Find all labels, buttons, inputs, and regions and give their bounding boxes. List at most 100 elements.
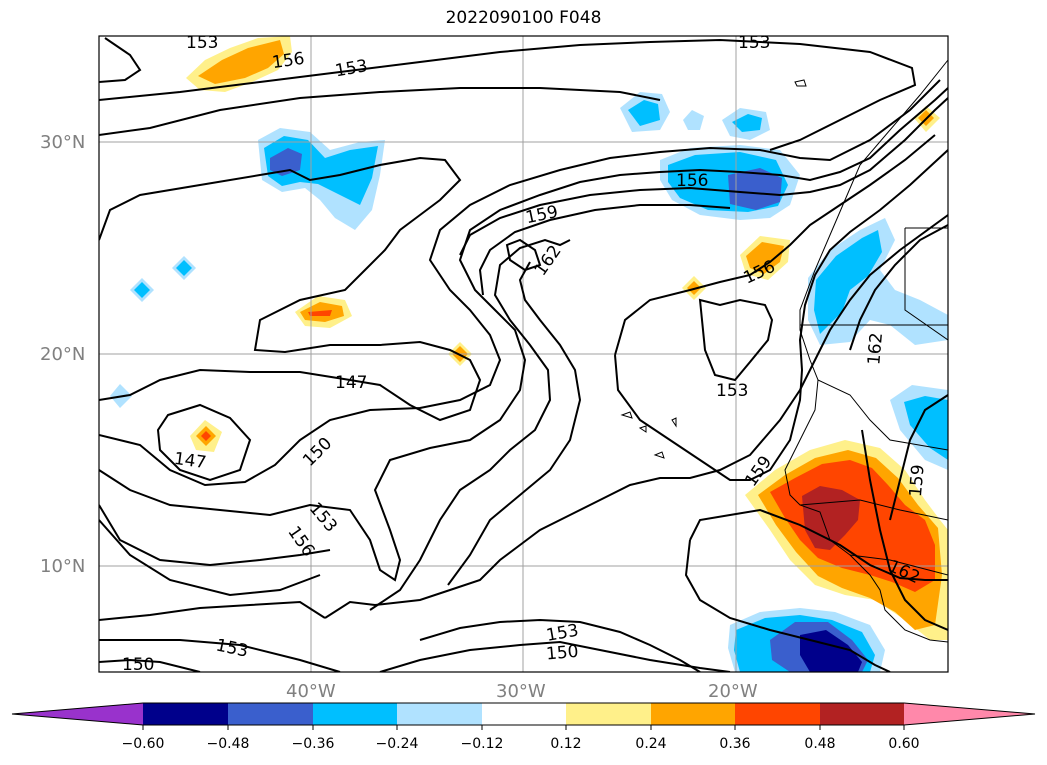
contour-line bbox=[156, 403, 252, 482]
map-frame bbox=[98, 35, 949, 673]
contour-line bbox=[99, 87, 948, 582]
canary-islands bbox=[794, 79, 807, 87]
colorbar-segment bbox=[143, 703, 228, 725]
negative-anomaly-area bbox=[904, 396, 948, 460]
gridlines bbox=[99, 36, 948, 672]
contour-label: 150 bbox=[299, 434, 336, 471]
country-border bbox=[849, 554, 948, 576]
contour-line bbox=[99, 658, 201, 672]
contour-label: 147 bbox=[173, 449, 208, 473]
contour-line bbox=[614, 149, 948, 481]
negative-anomaly-area bbox=[808, 218, 948, 345]
contour-line bbox=[99, 87, 661, 136]
contour-line bbox=[324, 214, 948, 619]
contour-line bbox=[379, 640, 731, 672]
colorbar-extend-high bbox=[904, 703, 1035, 725]
positive-anomaly-area bbox=[198, 40, 284, 84]
colorbar-segment bbox=[482, 703, 566, 725]
contour-line bbox=[698, 298, 774, 382]
colorbar-segment bbox=[735, 703, 820, 725]
cape-verde-islands bbox=[620, 411, 677, 459]
contour-line bbox=[99, 79, 941, 487]
negative-anomaly-area bbox=[134, 282, 150, 298]
negative-anomaly-area bbox=[628, 100, 660, 126]
contour-line bbox=[99, 639, 341, 672]
contour-line bbox=[689, 508, 948, 581]
negative-anomaly-area bbox=[176, 260, 192, 276]
colorbar-tick-label: −0.48 bbox=[207, 736, 250, 752]
contour-line bbox=[99, 519, 321, 597]
shaded-field bbox=[110, 36, 948, 672]
negative-anomaly-area bbox=[728, 168, 782, 210]
negative-anomaly-area bbox=[683, 110, 704, 130]
colorbar-segment bbox=[820, 703, 904, 725]
contour-label: 153 bbox=[214, 635, 250, 661]
colorbar-segment bbox=[651, 703, 735, 725]
contour-line bbox=[99, 156, 482, 422]
colorbar-tick-label: 0.12 bbox=[550, 736, 581, 752]
contour-line bbox=[447, 261, 582, 586]
contour-label: 156 bbox=[271, 49, 306, 73]
negative-anomaly-area bbox=[270, 148, 302, 176]
contour-label: 153 bbox=[716, 381, 748, 401]
contour-line bbox=[849, 224, 948, 351]
contour-line bbox=[369, 238, 571, 611]
colorbar-tick-label: 0.48 bbox=[804, 736, 835, 752]
negative-anomaly-area bbox=[814, 230, 882, 334]
contour-label: 153 bbox=[738, 33, 770, 53]
contour-line bbox=[889, 394, 948, 521]
colorbar-tick-labels: −0.60 −0.48 −0.36 −0.24 −0.12 0.12 0.24 … bbox=[122, 736, 920, 752]
colorbar-tick-label: −0.24 bbox=[376, 736, 419, 752]
contour-label: 147 bbox=[335, 373, 367, 393]
contour-label: 159 bbox=[906, 464, 929, 498]
africa-coastline bbox=[784, 59, 948, 643]
lat-label-30: 30°N bbox=[40, 132, 85, 153]
colorbar-tick-label: −0.36 bbox=[292, 736, 335, 752]
colorbar-ticks bbox=[142, 725, 905, 730]
contour-line bbox=[99, 38, 917, 151]
colorbar-tick-label: −0.60 bbox=[122, 736, 165, 752]
contour-label: 150 bbox=[122, 655, 154, 675]
country-border bbox=[799, 499, 948, 521]
colorbar-tick-label: 0.60 bbox=[888, 736, 919, 752]
contour-line bbox=[99, 37, 142, 83]
longitude-labels: 40°W 30°W 20°W bbox=[286, 681, 758, 702]
lat-label-10: 10°N bbox=[40, 556, 85, 577]
contour-lines bbox=[99, 37, 948, 672]
contour-label: 159 bbox=[524, 202, 560, 228]
contour-line bbox=[459, 97, 948, 256]
contour-line bbox=[861, 429, 948, 631]
contour-label: 156 bbox=[676, 171, 708, 191]
contour-line bbox=[614, 134, 936, 356]
colorbar-segment bbox=[397, 703, 482, 725]
lon-label-30w: 30°W bbox=[496, 681, 546, 702]
map-title: 2022090100 F048 bbox=[445, 8, 602, 28]
contour-line bbox=[419, 618, 701, 672]
contour-line bbox=[99, 504, 331, 567]
lon-label-40w: 40°W bbox=[286, 681, 336, 702]
contour-label: 162 bbox=[531, 242, 566, 280]
contour-line bbox=[684, 539, 891, 672]
positive-anomaly-area bbox=[201, 431, 211, 441]
latitude-labels: 30°N 20°N 10°N bbox=[40, 132, 85, 577]
contour-line bbox=[505, 238, 542, 272]
contour-label: 153 bbox=[186, 33, 218, 53]
contour-label: 162 bbox=[864, 332, 887, 366]
positive-anomaly-area bbox=[308, 310, 332, 316]
contour-label: 150 bbox=[545, 642, 579, 665]
colorbar-segment bbox=[228, 703, 313, 725]
colorbar-tick-label: −0.12 bbox=[461, 736, 504, 752]
colorbar-segment bbox=[566, 703, 651, 725]
contour-label: 156 bbox=[283, 523, 318, 561]
lon-label-20w: 20°W bbox=[708, 681, 758, 702]
colorbar-tick-label: 0.36 bbox=[719, 736, 750, 752]
colorbar-segment bbox=[313, 703, 397, 725]
negative-anomaly-area bbox=[732, 114, 762, 132]
colorbar: −0.60 −0.48 −0.36 −0.24 −0.12 0.12 0.24 … bbox=[11, 702, 1036, 752]
positive-anomaly-area bbox=[746, 242, 784, 274]
contour-label: 153 bbox=[334, 56, 369, 81]
lat-label-20: 20°N bbox=[40, 344, 85, 365]
map-plot-area: 153 156 153 153 159 162 156 156 162 153 … bbox=[99, 33, 948, 675]
colorbar-tick-label: 0.24 bbox=[635, 736, 666, 752]
contour-line bbox=[99, 600, 326, 621]
